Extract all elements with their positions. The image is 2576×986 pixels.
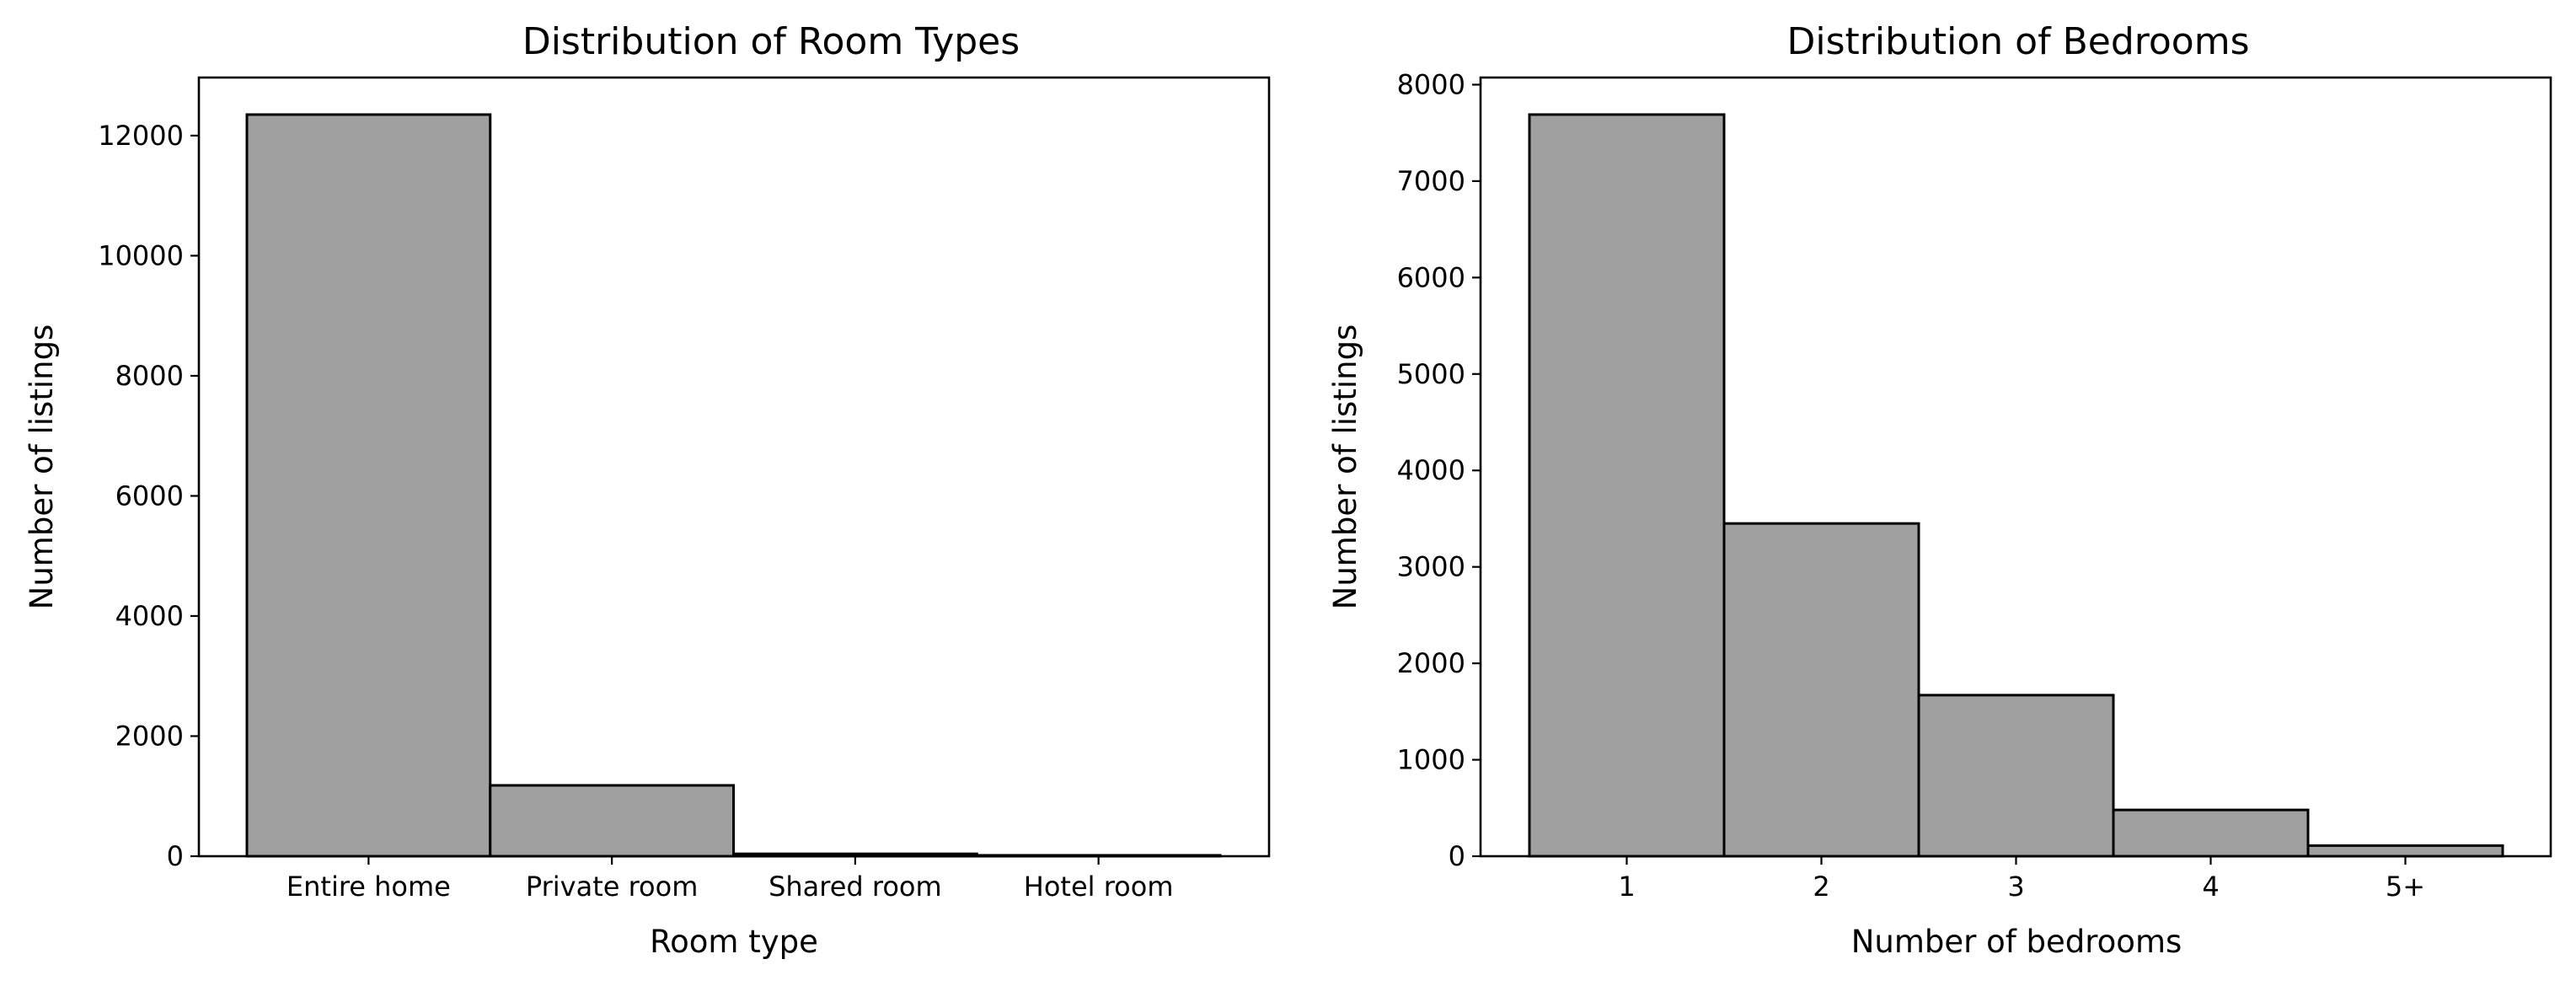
x-axis-label: Number of bedrooms (1851, 924, 2182, 960)
ticks-group: 1 2 3 4 5+ 0 1000 2000 3000 4000 5000 6000 7000 8000 (1397, 68, 2426, 903)
y-axis-label: Number of listings (24, 324, 60, 610)
y-tick-label: 4000 (1397, 454, 1465, 486)
chart-title: Distribution of Bedrooms (1786, 20, 2249, 63)
bar-entire-home (245, 113, 492, 858)
x-tick-label: 1 (1618, 871, 1635, 903)
y-tick-label: 1000 (1397, 744, 1465, 776)
x-tick-label: 4 (2202, 871, 2219, 903)
x-tick-label: 3 (2007, 871, 2024, 903)
x-axis-label: Room type (650, 924, 818, 960)
ticks-group: Entire home Private room Shared room Hotel … (98, 120, 1173, 903)
bar-private-room (489, 784, 735, 858)
y-tick-label: 7000 (1397, 165, 1465, 197)
x-tick-label: Private room (526, 871, 699, 903)
y-tick-label: 6000 (115, 480, 184, 512)
y-tick-label: 8000 (115, 360, 184, 392)
bar-2 (1722, 522, 1920, 858)
y-tick-label: 0 (1449, 840, 1465, 872)
y-tick-label: 10000 (98, 239, 184, 271)
y-tick-label: 2000 (1397, 647, 1465, 679)
y-tick-label: 6000 (1397, 261, 1465, 293)
y-tick-label: 2000 (115, 720, 184, 752)
chart-bedrooms: Distribution of Bedrooms 1 2 3 4 5+ 0 1000 2000… (1327, 20, 2552, 960)
plot-frame (197, 76, 1271, 858)
y-tick-label: 8000 (1397, 68, 1465, 100)
bars-group (1528, 113, 2504, 858)
x-tick-label: Entire home (287, 871, 451, 903)
chart-title: Distribution of Room Types (522, 20, 1020, 63)
y-tick-label: 5000 (1397, 358, 1465, 390)
bar-4 (2112, 808, 2310, 858)
x-tick-label: 2 (1813, 871, 1829, 903)
plot-frame (1479, 76, 2552, 858)
x-tick-label: 5+ (2386, 871, 2425, 903)
y-tick-label: 12000 (98, 120, 184, 152)
x-tick-label: Shared room (769, 871, 942, 903)
bar-3 (1917, 694, 2115, 858)
bars-group (245, 113, 1222, 858)
y-tick-label: 3000 (1397, 551, 1465, 583)
bar-5 (2306, 844, 2504, 858)
chart-room-types: Distribution of Room Types Entire home Pr… (24, 20, 1271, 960)
y-tick-label: 4000 (115, 600, 184, 632)
y-axis-label: Number of listings (1327, 324, 1363, 610)
x-tick-label: Hotel room (1024, 871, 1174, 903)
bar-1 (1528, 113, 1726, 858)
y-tick-label: 0 (167, 840, 184, 872)
